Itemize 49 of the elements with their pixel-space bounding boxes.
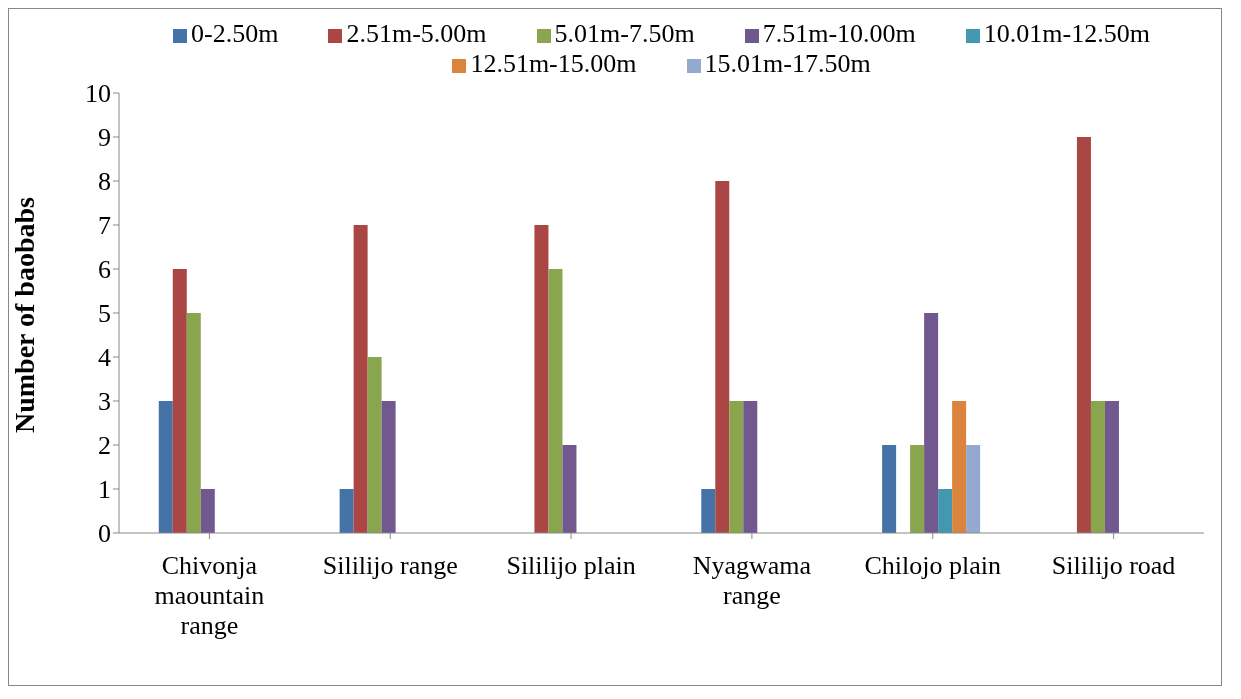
bar (701, 489, 716, 533)
y-tick-label: 8 (98, 167, 111, 197)
y-tick-label: 3 (98, 387, 111, 417)
legend-label: 12.51m-15.00m (470, 49, 637, 78)
y-tick-label: 6 (98, 255, 111, 285)
bar (1076, 137, 1091, 533)
x-tick-label: Nyagwama range (692, 551, 812, 611)
bar (200, 489, 215, 533)
bar (562, 445, 577, 533)
x-tick-label: Sililijo plain (506, 551, 636, 581)
bar (743, 401, 758, 533)
bar (729, 401, 744, 533)
y-tick-label: 9 (98, 123, 111, 153)
bar (353, 225, 368, 533)
y-tick-label: 5 (98, 299, 111, 329)
legend-label: 7.51m-10.00m (762, 19, 916, 48)
legend-label: 15.01m-17.50m (704, 49, 871, 78)
x-tick-label: Chivonja maountain range (154, 551, 265, 641)
bar (172, 269, 187, 533)
bar (952, 401, 967, 533)
bar (1104, 401, 1119, 533)
y-tick-label: 10 (85, 79, 111, 109)
bar (924, 313, 939, 533)
legend-label: 2.51m-5.00m (346, 19, 487, 48)
bar (534, 225, 549, 533)
bar (715, 181, 730, 533)
bar (339, 489, 354, 533)
legend-label: 0-2.50m (191, 19, 279, 48)
bar (381, 401, 396, 533)
y-tick-label: 2 (98, 431, 111, 461)
x-tick-label: Sililijo road (1051, 551, 1176, 581)
bar (938, 489, 953, 533)
y-tick-label: 7 (98, 211, 111, 241)
x-tick-label: Sililijo range (322, 551, 458, 581)
y-tick-label: 0 (98, 519, 111, 549)
bar (882, 445, 897, 533)
bar (966, 445, 981, 533)
y-tick-label: 1 (98, 475, 111, 505)
legend-label: 10.01m-12.50m (983, 19, 1150, 48)
bar (367, 357, 382, 533)
bar (158, 401, 173, 533)
bar (186, 313, 201, 533)
y-tick-label: 4 (98, 343, 111, 373)
legend-label: 5.01m-7.50m (554, 19, 695, 48)
bar (910, 445, 925, 533)
bar (1090, 401, 1105, 533)
x-tick-label: Chilojo plain (864, 551, 1001, 581)
y-axis-title: Number of baobabs (8, 196, 40, 433)
bar (548, 269, 563, 533)
